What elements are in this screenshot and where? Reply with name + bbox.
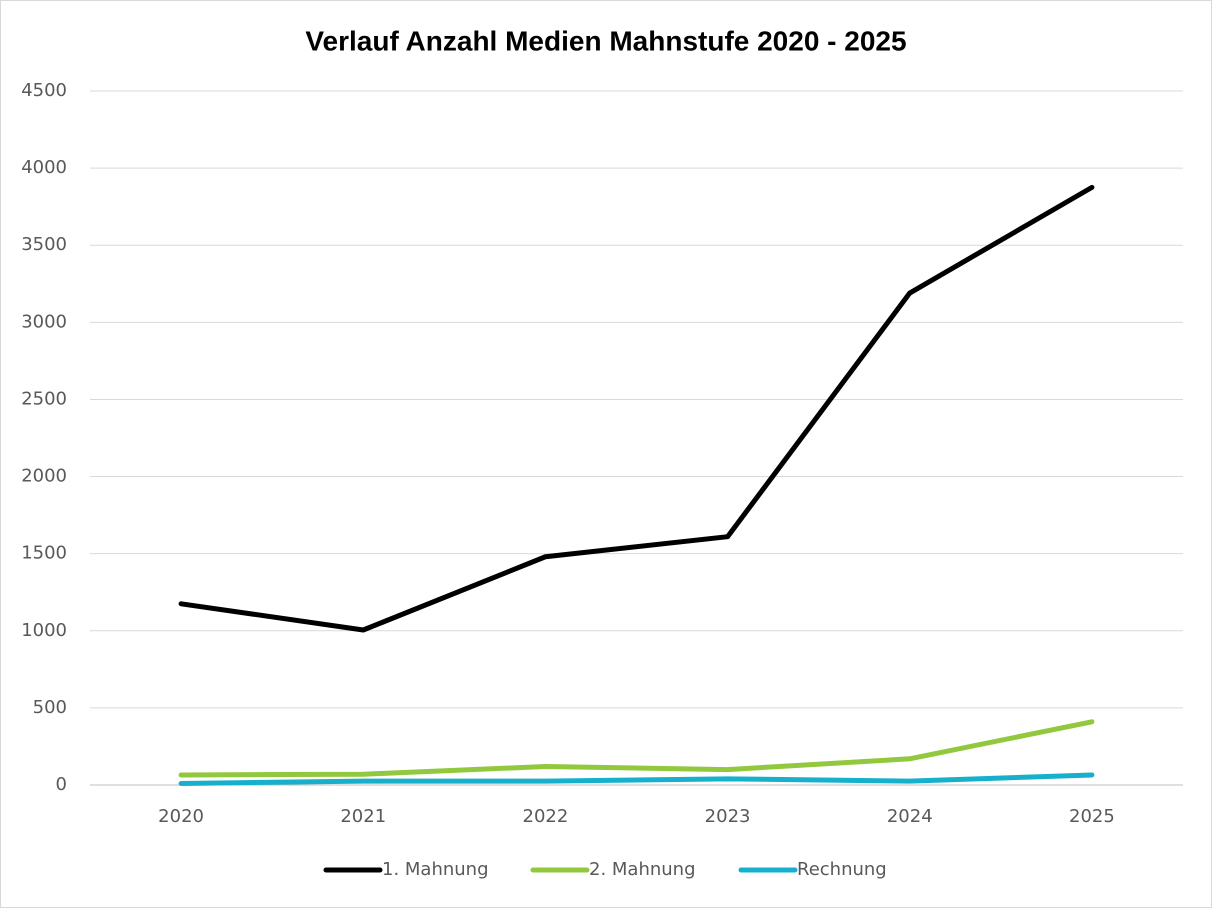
y-tick-label: 4500 — [21, 80, 67, 101]
x-tick-label: 2025 — [1069, 806, 1115, 827]
line-series — [178, 719, 1095, 778]
legend-label: 1. Mahnung — [382, 859, 489, 880]
x-tick-label: 2023 — [705, 806, 751, 827]
x-tick-label: 2020 — [158, 806, 204, 827]
legend-label: Rechnung — [797, 859, 887, 880]
line-series — [178, 184, 1095, 633]
y-tick-label: 2000 — [21, 466, 67, 487]
line-series — [178, 772, 1095, 786]
y-tick-label: 3500 — [21, 234, 67, 255]
y-tick-label: 2500 — [21, 388, 67, 409]
x-tick-label: 2022 — [523, 806, 569, 827]
y-tick-label: 1500 — [21, 543, 67, 564]
x-tick-label: 2024 — [887, 806, 933, 827]
y-tick-label: 0 — [56, 774, 67, 795]
legend-label: 2. Mahnung — [589, 859, 696, 880]
y-tick-label: 3000 — [21, 311, 67, 332]
chart-title: Verlauf Anzahl Medien Mahnstufe 2020 - 2… — [305, 25, 906, 56]
y-tick-label: 4000 — [21, 157, 67, 178]
y-tick-label: 500 — [33, 697, 67, 718]
y-tick-label: 1000 — [21, 620, 67, 641]
x-tick-label: 2021 — [340, 806, 386, 827]
